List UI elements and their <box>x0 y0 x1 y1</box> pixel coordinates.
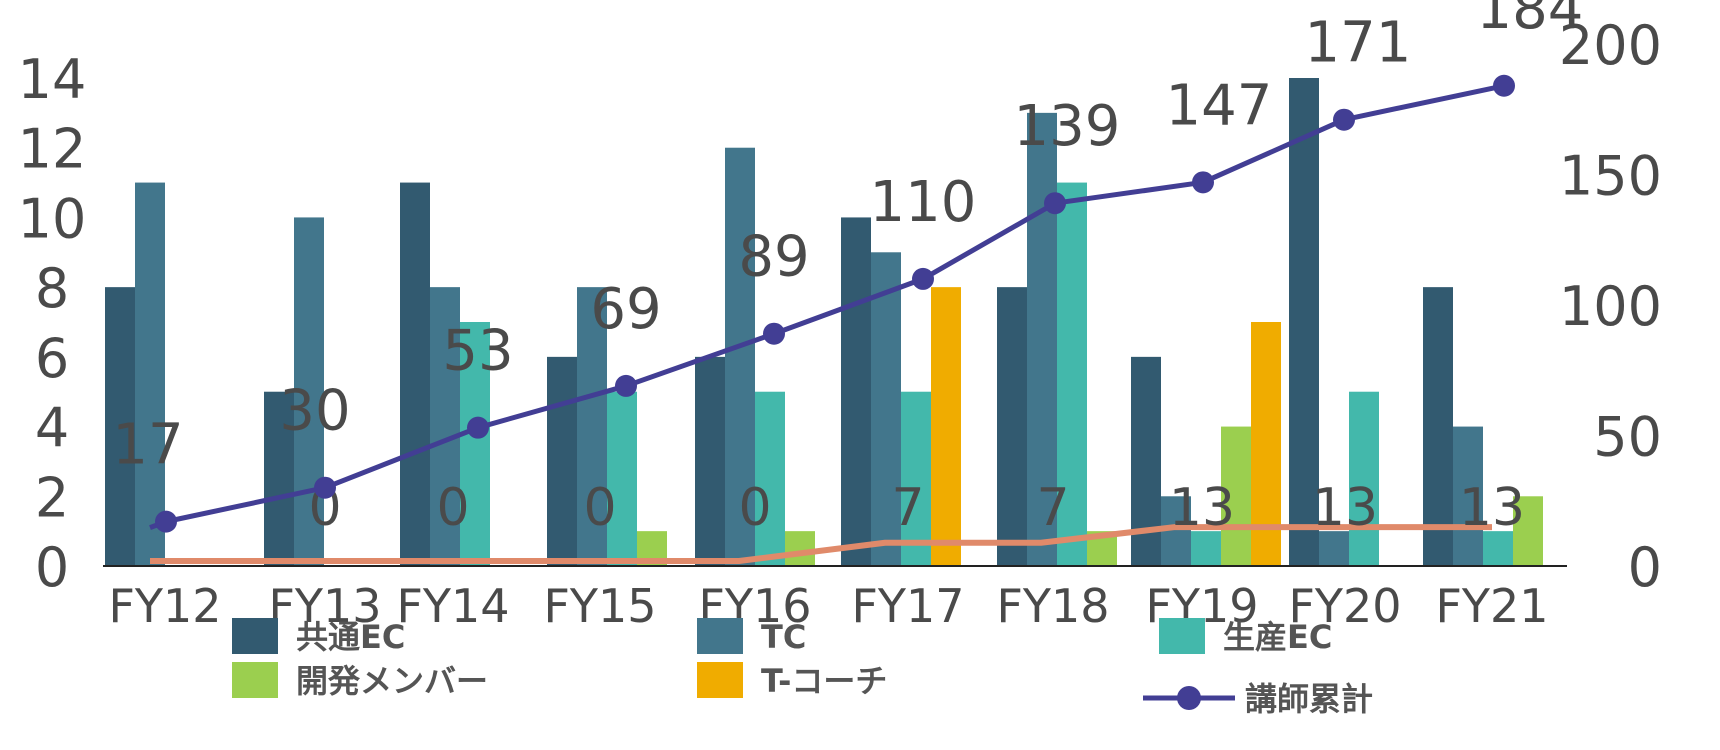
left-axis-tick-label: 10 <box>18 187 87 250</box>
right-axis-tick-label: 100 <box>1559 275 1662 338</box>
orange-line-data-label: 0 <box>583 478 616 538</box>
bar-1-fy20 <box>1289 78 1319 566</box>
legend-label: T-コーチ <box>761 662 887 700</box>
cumulative-data-label: 171 <box>1305 11 1412 76</box>
cumulative-data-label: 139 <box>1014 94 1121 159</box>
cumulative-point-fy15 <box>615 374 637 397</box>
legend-label: 生産EC <box>1223 618 1332 656</box>
cumulative-data-label: 89 <box>738 225 809 290</box>
bar-2-fy19 <box>1161 496 1191 566</box>
bar-3-fy17 <box>901 391 931 566</box>
right-axis-tick-label: 50 <box>1593 406 1662 469</box>
left-axis-tick-label: 2 <box>35 466 69 529</box>
bar-1-fy15 <box>547 356 577 566</box>
cumulative-data-label: 53 <box>442 319 513 384</box>
x-axis-tick-label: FY18 <box>996 579 1109 633</box>
bar-3-fy18 <box>1057 182 1087 567</box>
cumulative-data-label: 184 <box>1477 0 1584 42</box>
cumulative-point-fy20 <box>1333 108 1355 131</box>
legend-swatch-3 <box>1159 618 1205 654</box>
bar-1-fy13 <box>264 391 294 566</box>
cumulative-point-fy17 <box>912 267 934 290</box>
bar-2-fy15 <box>577 287 607 566</box>
orange-line-data-label: 7 <box>891 478 924 538</box>
cumulative-point-fy13 <box>314 476 336 499</box>
legend-swatch-2 <box>697 618 743 654</box>
x-axis-tick-label: FY12 <box>108 579 221 633</box>
bar-2-fy18 <box>1027 112 1057 566</box>
bar-3-fy20 <box>1349 391 1379 566</box>
x-axis-tick-label: FY20 <box>1288 579 1401 633</box>
bar-2-fy12 <box>135 182 165 567</box>
bar-3-fy15 <box>607 391 637 566</box>
orange-line-data-label: 7 <box>1036 478 1069 538</box>
x-axis-tick-label: FY15 <box>543 579 656 633</box>
cumulative-point-fy21 <box>1493 74 1515 97</box>
cumulative-point-fy19 <box>1192 171 1214 194</box>
legend-swatch-5 <box>697 662 743 698</box>
cumulative-point-fy16 <box>763 322 785 345</box>
bar-2-fy20 <box>1319 531 1349 566</box>
bar-1-fy17 <box>841 217 871 566</box>
legend-label: 開発メンバー <box>296 662 488 700</box>
bar-3-fy14 <box>460 322 490 566</box>
orange-line-data-label: 13 <box>1459 478 1525 538</box>
legend-label: 講師累計 <box>1245 680 1373 718</box>
x-axis-tick-label: FY21 <box>1435 579 1548 633</box>
x-axis-tick-label: FY17 <box>851 579 964 633</box>
bar-2-fy16 <box>725 147 755 566</box>
orange-line-data-label: 13 <box>1312 478 1378 538</box>
bar-1-fy12 <box>105 287 135 566</box>
left-axis-tick-label: 8 <box>35 257 69 320</box>
right-axis-tick-label: 150 <box>1559 145 1662 208</box>
bar-4-fy19 <box>1221 426 1251 566</box>
right-axis-tick-label: 200 <box>1559 14 1662 77</box>
bar-1-fy18 <box>997 287 1027 566</box>
bar-3-fy21 <box>1483 531 1513 566</box>
legend-label: TC <box>761 618 806 656</box>
orange-line <box>150 524 1492 564</box>
cumulative-point-fy18 <box>1044 192 1066 215</box>
legend-swatch-1 <box>232 618 278 654</box>
x-axis-tick-label: FY14 <box>396 579 509 633</box>
cumulative-data-label: 30 <box>279 379 350 444</box>
legend-swatch-4 <box>232 662 278 698</box>
cumulative-data-label: 69 <box>590 277 661 342</box>
bar-4-fy21 <box>1513 496 1543 566</box>
left-axis-tick-label: 0 <box>35 536 69 599</box>
bar-1-fy21 <box>1423 287 1453 566</box>
left-axis-tick-label: 12 <box>18 118 87 181</box>
bar-3-fy16 <box>755 391 785 566</box>
orange-line-data-label: 0 <box>738 478 771 538</box>
cumulative-point-fy12 <box>155 510 177 533</box>
bar-2-fy21 <box>1453 426 1483 566</box>
cumulative-data-label: 147 <box>1166 73 1273 138</box>
left-axis-tick-label: 6 <box>35 327 69 390</box>
bar-5-fy17 <box>931 287 961 566</box>
bar-2-fy13 <box>294 217 324 566</box>
cumulative-data-label: 17 <box>112 413 183 478</box>
bar-4-fy16 <box>785 531 815 566</box>
cumulative-data-label: 110 <box>870 170 977 235</box>
orange-line-data-label: 0 <box>436 478 469 538</box>
legend-label: 共通EC <box>296 618 405 656</box>
x-axis-tick-label: FY13 <box>268 579 381 633</box>
left-axis-tick-label: 14 <box>18 48 87 111</box>
right-axis-tick-label: 0 <box>1628 536 1662 599</box>
bar-1-fy16 <box>695 356 725 566</box>
cumulative-point-fy14 <box>467 416 489 439</box>
bar-1-fy14 <box>400 182 430 567</box>
orange-line-data-label: 13 <box>1169 478 1235 538</box>
bar-2-fy14 <box>430 287 460 566</box>
legend-marker-swatch <box>1177 686 1201 710</box>
bar-3-fy19 <box>1191 531 1221 566</box>
bar-2-fy17 <box>871 252 901 567</box>
left-axis-tick-label: 4 <box>35 397 69 460</box>
